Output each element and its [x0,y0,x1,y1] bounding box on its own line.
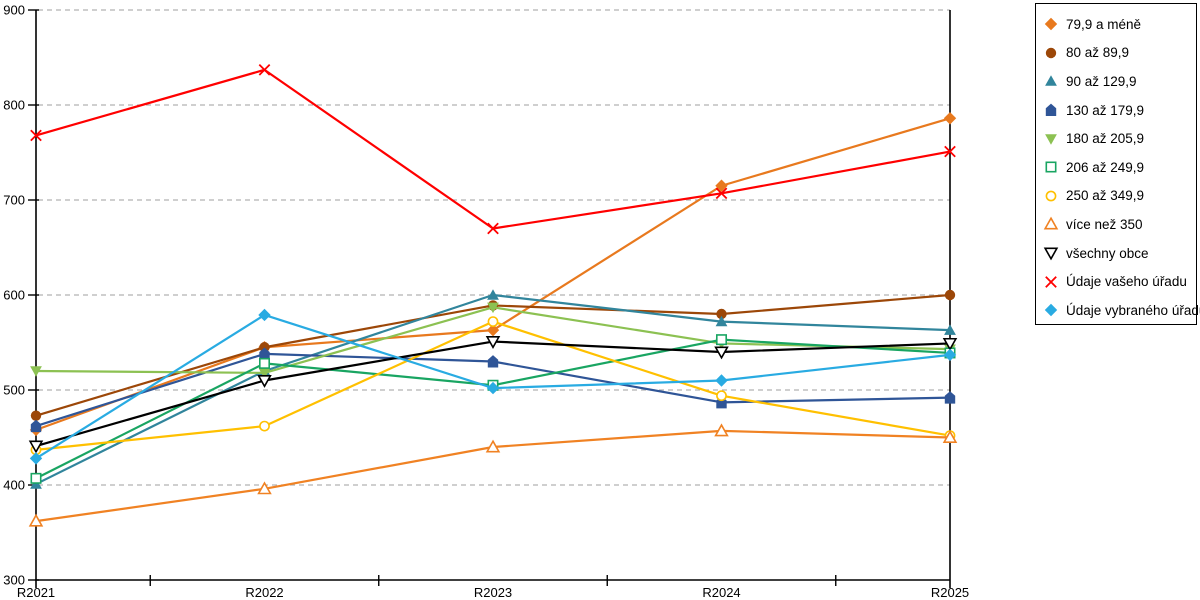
x-marker-icon [715,187,728,200]
x-tick-label: R2021 [17,585,55,600]
diamond-marker-icon [943,348,957,362]
y-tick-label: 300 [3,573,25,588]
triangle-up-marker-icon [715,315,728,327]
triangle-up-marker-icon [942,430,958,443]
diamond-marker-icon [29,452,43,465]
x-icon [1045,275,1057,288]
square-marker-icon [30,472,42,484]
diamond-marker-icon [258,308,271,322]
pentagon-marker-icon [944,391,956,404]
diamond-marker-icon [715,374,728,387]
triangle-down-icon [1043,247,1059,261]
series-diamond-10 [29,308,957,465]
legend-item: 206 až 249,9 [1036,153,1196,182]
square-icon [1045,161,1057,173]
circle-icon [1045,190,1057,202]
x-tick-label: R2024 [702,585,740,600]
circle-marker-icon [716,390,727,402]
legend-item: Údaje vašeho úřadu [1036,267,1196,296]
triangle-up-marker-icon [28,513,44,527]
pentagon-marker-icon [259,347,270,360]
triangle-up-marker-icon [487,289,499,300]
triangle-down-marker-icon [485,336,501,349]
legend-item: 180 až 205,9 [1036,124,1196,153]
diamond-marker-icon [486,323,500,337]
triangle-up-icon [1045,75,1057,87]
legend-item: všechny obce [1036,239,1196,268]
x-tick-label: R2023 [474,585,512,600]
gridlines [38,9,950,486]
diamond-marker-icon [715,179,728,192]
circle-marker-icon [716,308,727,320]
circle-marker-icon [259,420,270,432]
legend-label: Údaje vašeho úřadu [1066,274,1187,290]
axes: 300 400 500 600 700 800 900 R2021 R2022 R2023 R202… [3,3,969,600]
triangle-up-marker-icon [485,439,501,453]
triangle-down-marker-icon [257,375,272,388]
x-marker-icon [944,145,956,158]
triangle-down-marker-icon [28,440,44,454]
triangle-up-marker-icon [944,324,956,335]
square-marker-icon [259,357,270,369]
y-tick-label: 400 [3,478,25,493]
diamond-icon [1044,304,1058,317]
legend-item: 130 až 179,9 [1036,96,1196,125]
triangle-down-marker-icon [942,337,958,351]
series-x-9 [30,64,956,235]
series-line [35,68,951,230]
x-tick-label: R2025 [931,585,969,600]
x-marker-icon [258,64,271,76]
series-pentagon-3 [30,347,956,433]
legend-label: 90 až 129,9 [1066,73,1137,89]
triangle-down-marker-icon [714,346,729,360]
legend-label: 180 až 205,9 [1066,131,1145,147]
legend-label: 80 až 89,9 [1066,45,1130,61]
y-tick-label: 500 [3,383,25,398]
triangle-down-icon [1045,133,1057,145]
pentagon-marker-icon [487,355,499,368]
legend-item: 80 až 89,9 [1036,39,1196,68]
diamond-marker-icon [943,112,957,125]
x-marker-icon [30,129,42,142]
pentagon-marker-icon [30,419,42,433]
triangle-up-icon [1043,217,1059,230]
y-tick-label: 800 [3,98,25,113]
x-marker-icon [487,222,499,235]
triangle-up-marker-icon [714,423,729,437]
legend-box: 79,9 a méně 80 až 89,9 90 až 129,9 130 až 1… [1035,3,1200,325]
diamond-marker-icon [486,381,500,395]
circle-icon [1045,47,1057,59]
legend-label: 250 až 349,9 [1066,188,1145,204]
circle-marker-icon [30,410,42,421]
legend-label: 130 až 179,9 [1066,102,1145,118]
square-marker-icon [716,334,727,346]
x-tick-label: R2022 [245,585,283,600]
y-tick-label: 600 [3,288,25,303]
legend-item: Údaje vybraného úřadu [1036,296,1200,325]
legend-label: více než 350 [1066,216,1143,232]
diamond-icon [1044,18,1058,31]
legend-item: více než 350 [1036,210,1196,239]
legend-label: Údaje vybraného úřadu [1066,302,1200,318]
triangle-up-marker-icon [257,481,272,495]
legend-label: 206 až 249,9 [1066,159,1145,175]
series-triangle-down-8 [28,336,958,454]
series-triangle-up-7 [28,423,958,527]
legend-label: 79,9 a méně [1066,16,1142,32]
triangle-down-marker-icon [487,302,499,314]
circle-marker-icon [944,289,956,301]
legend-item: 90 až 129,9 [1036,67,1196,96]
legend-item: 250 až 349,9 [1036,182,1196,211]
triangle-down-marker-icon [258,368,271,379]
y-tick-label: 700 [3,193,25,208]
legend-label: všechny obce [1066,245,1149,261]
triangle-down-marker-icon [30,366,42,377]
pentagon-icon [1045,103,1057,117]
circle-marker-icon [487,316,499,328]
y-tick-label: 900 [3,3,25,18]
legend-item: 79,9 a méně [1036,10,1196,39]
